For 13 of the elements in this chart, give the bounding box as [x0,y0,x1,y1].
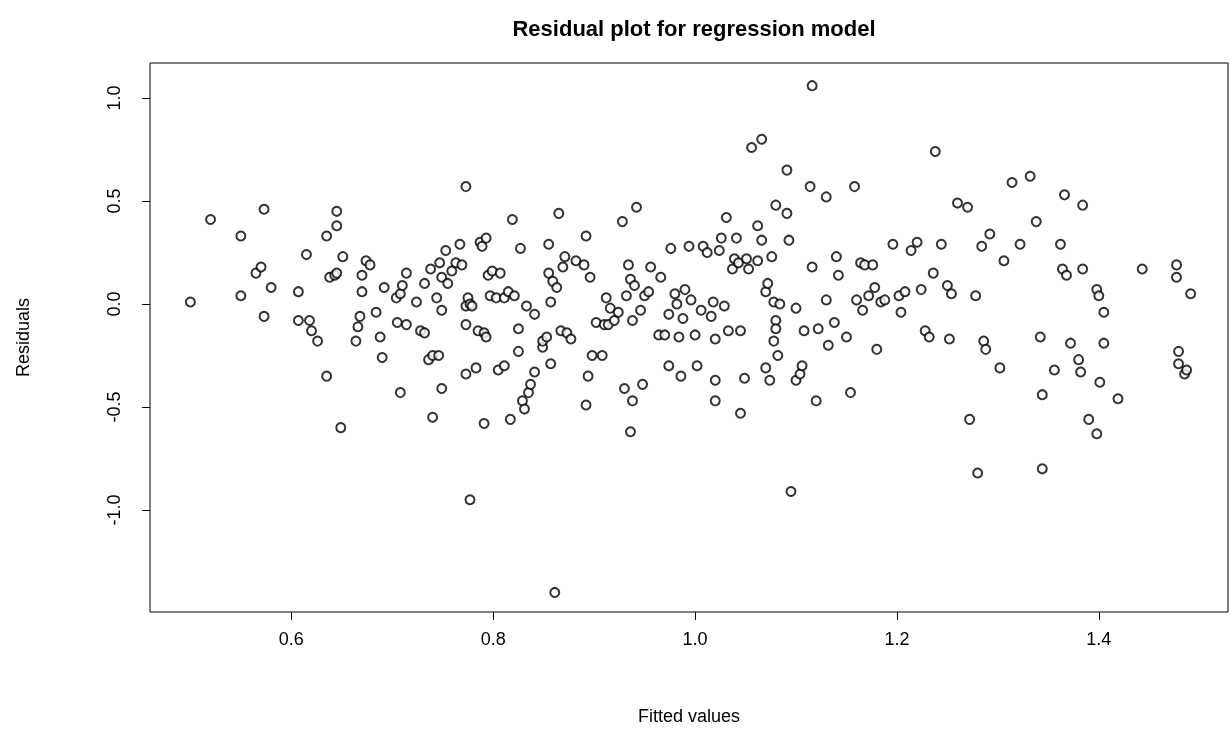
y-tick-label: -1.0 [104,494,124,526]
y-tick-label: 0.0 [104,291,124,317]
x-tick-label: 1.0 [682,629,708,649]
x-tick-label: 0.8 [480,629,506,649]
chart-title: Residual plot for regression model [512,15,876,41]
y-tick-label: 1.0 [104,85,124,111]
y-tick-label: -0.5 [104,391,124,423]
y-tick-label: 0.5 [104,188,124,214]
x-tick-label: 0.6 [278,629,304,649]
x-axis-title: Fitted values [637,706,741,726]
x-tick-label: 1.2 [884,629,910,649]
y-axis-title: Residuals [13,297,33,378]
x-tick-label: 1.4 [1086,629,1112,649]
